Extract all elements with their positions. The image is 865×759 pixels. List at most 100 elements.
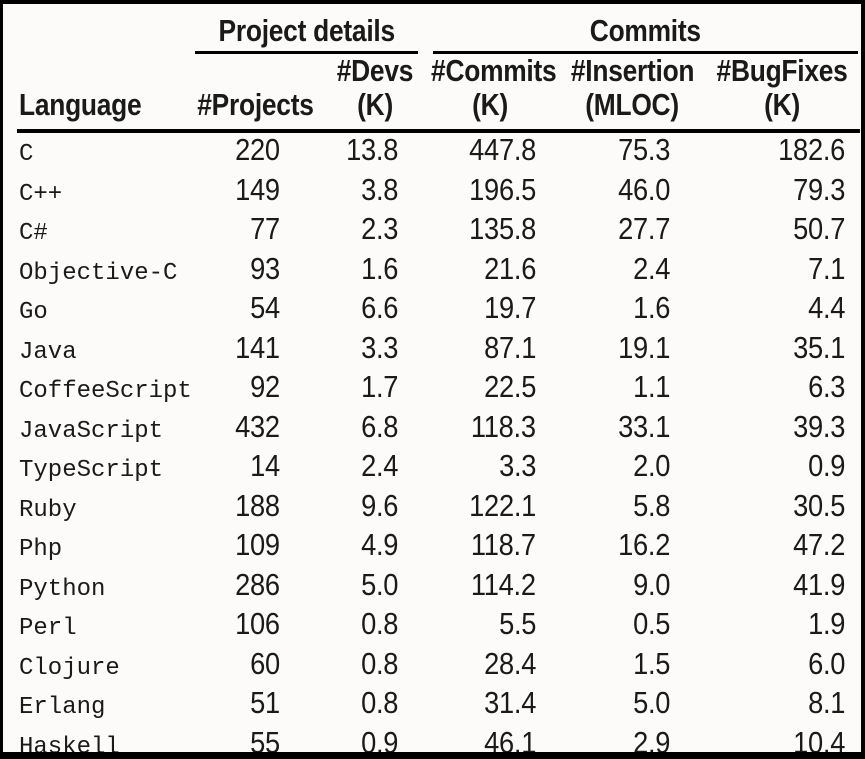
group-header-project-details: Project details	[218, 13, 395, 48]
cell-text: 55	[250, 724, 280, 759]
cell-text: 1.5	[632, 645, 671, 681]
cell-text: 196.5	[469, 171, 537, 207]
insertion-mloc-cell: 1.6	[560, 291, 705, 331]
cell-text: 46.0	[617, 171, 671, 207]
cell-text: 0.8	[360, 606, 399, 641]
language-cell: Perl	[17, 607, 180, 647]
commits-k-cell: 196.5	[420, 171, 560, 213]
cell-text: 51	[250, 685, 280, 720]
header-bottom: (K)	[764, 87, 801, 122]
commits-k-cell: 31.4	[420, 686, 560, 726]
header-bottom: (K)	[472, 87, 508, 122]
column-header-commits: #Commits (K)	[420, 54, 560, 131]
language-cell: TypeScript	[17, 449, 180, 489]
insertion-mloc-cell: 16.2	[560, 528, 705, 568]
cell-text: 182.6	[778, 132, 846, 167]
table-row: Clojure 60 0.8 28.4 1.5 6.0	[17, 645, 860, 687]
table-row: C# 77 2.3 135.8 27.7 50.7	[17, 212, 860, 252]
cell-text: C	[19, 141, 34, 168]
cell-text: 1.6	[360, 250, 399, 286]
column-header-devs: #Devs (K)	[330, 54, 420, 131]
group-header-row: Project details Commits	[17, 4, 860, 54]
commits-k-cell: 135.8	[420, 212, 560, 252]
cell-text: C#	[19, 220, 48, 247]
projects-cell: 220	[180, 131, 330, 173]
table-row: TypeScript 14 2.4 3.3 2.0 0.9	[17, 449, 860, 489]
devs-k-cell: 5.0	[330, 567, 420, 608]
cell-text: Perl	[19, 615, 77, 642]
bugfixes-k-cell: 30.5	[705, 488, 860, 529]
cell-text: CoffeeScript	[19, 378, 192, 405]
devs-k-cell: 0.9	[330, 725, 420, 752]
insertion-mloc-cell: 75.3	[560, 131, 705, 173]
cell-text: 6.8	[360, 408, 399, 444]
language-cell: Ruby	[17, 489, 180, 529]
bugfixes-k-cell: 47.2	[705, 528, 860, 568]
commits-k-cell: 22.5	[420, 370, 560, 410]
cell-text: 14	[250, 448, 280, 483]
projects-cell: 149	[180, 171, 330, 213]
cell-text: 19.7	[483, 290, 537, 325]
commits-k-cell: 87.1	[420, 330, 560, 371]
header-top: #BugFixes	[717, 53, 849, 88]
header-bottom: Language	[19, 87, 142, 122]
bugfixes-k-cell: 7.1	[705, 250, 860, 292]
cell-text: 75.3	[617, 132, 671, 167]
cell-text: Haskell	[19, 733, 120, 759]
devs-k-cell: 9.6	[330, 487, 420, 529]
cell-text: C++	[19, 180, 63, 208]
cell-text: 0.5	[632, 606, 671, 641]
projects-cell: 51	[180, 686, 330, 726]
insertion-mloc-cell: 5.0	[560, 686, 705, 726]
header-bottom: #Projects	[196, 87, 314, 122]
cell-text: 149	[235, 171, 280, 207]
commits-k-cell: 3.3	[420, 449, 560, 489]
cell-text: 118.7	[471, 527, 537, 562]
devs-k-cell: 4.9	[330, 528, 420, 568]
devs-k-cell: 2.3	[330, 212, 420, 252]
cell-text: 1.9	[807, 606, 846, 641]
cell-text: 6.0	[807, 645, 846, 681]
header-bottom: (K)	[357, 87, 393, 122]
cell-text: Erlang	[19, 694, 106, 721]
header-top: #Insertion	[570, 53, 695, 88]
insertion-mloc-cell: 2.0	[560, 449, 705, 489]
bugfixes-k-cell: 0.9	[705, 449, 860, 489]
language-cell: Java	[17, 331, 180, 371]
devs-k-cell: 2.4	[330, 449, 420, 489]
project-details-rule: Project details	[195, 13, 419, 54]
cell-text: 2.4	[632, 250, 671, 286]
table-row: Python 286 5.0 114.2 9.0 41.9	[17, 567, 860, 608]
cell-text: 7.1	[807, 250, 846, 286]
column-header-bugfixes: #BugFixes (K)	[705, 54, 860, 131]
devs-k-cell: 1.6	[330, 250, 420, 292]
bugfixes-k-cell: 6.0	[705, 645, 860, 687]
bugfixes-k-cell: 10.4	[705, 724, 860, 759]
devs-k-cell: 0.8	[330, 686, 420, 726]
cell-text: Clojure	[19, 654, 120, 682]
cell-text: 1.1	[632, 369, 671, 404]
devs-k-cell: 1.7	[330, 370, 420, 410]
cell-text: 13.8	[345, 132, 399, 167]
cell-text: 92	[250, 369, 280, 404]
language-cell: Haskell	[17, 726, 180, 759]
cell-text: 3.3	[498, 448, 537, 483]
cell-text: Objective-C	[19, 259, 178, 287]
commits-rule: Commits	[433, 14, 859, 54]
cell-text: 9.6	[360, 487, 399, 523]
header-top: #Commits	[431, 53, 557, 88]
insertion-mloc-cell: 1.5	[560, 645, 705, 687]
language-cell: Erlang	[17, 686, 180, 726]
cell-text: 5.0	[632, 685, 671, 720]
commits-k-cell: 114.2	[420, 567, 560, 608]
commits-k-cell: 21.6	[420, 251, 560, 292]
table-row: C++ 149 3.8 196.5 46.0 79.3	[17, 171, 860, 213]
cell-text: 10.4	[793, 724, 846, 759]
cell-text: 0.8	[360, 685, 399, 720]
cell-text: Ruby	[19, 496, 77, 524]
commits-k-cell: 19.7	[420, 291, 560, 331]
cell-text: 31.4	[483, 685, 537, 720]
projects-cell: 188	[180, 488, 330, 529]
header-top: #Devs	[336, 53, 414, 88]
projects-cell: 432	[180, 409, 330, 450]
